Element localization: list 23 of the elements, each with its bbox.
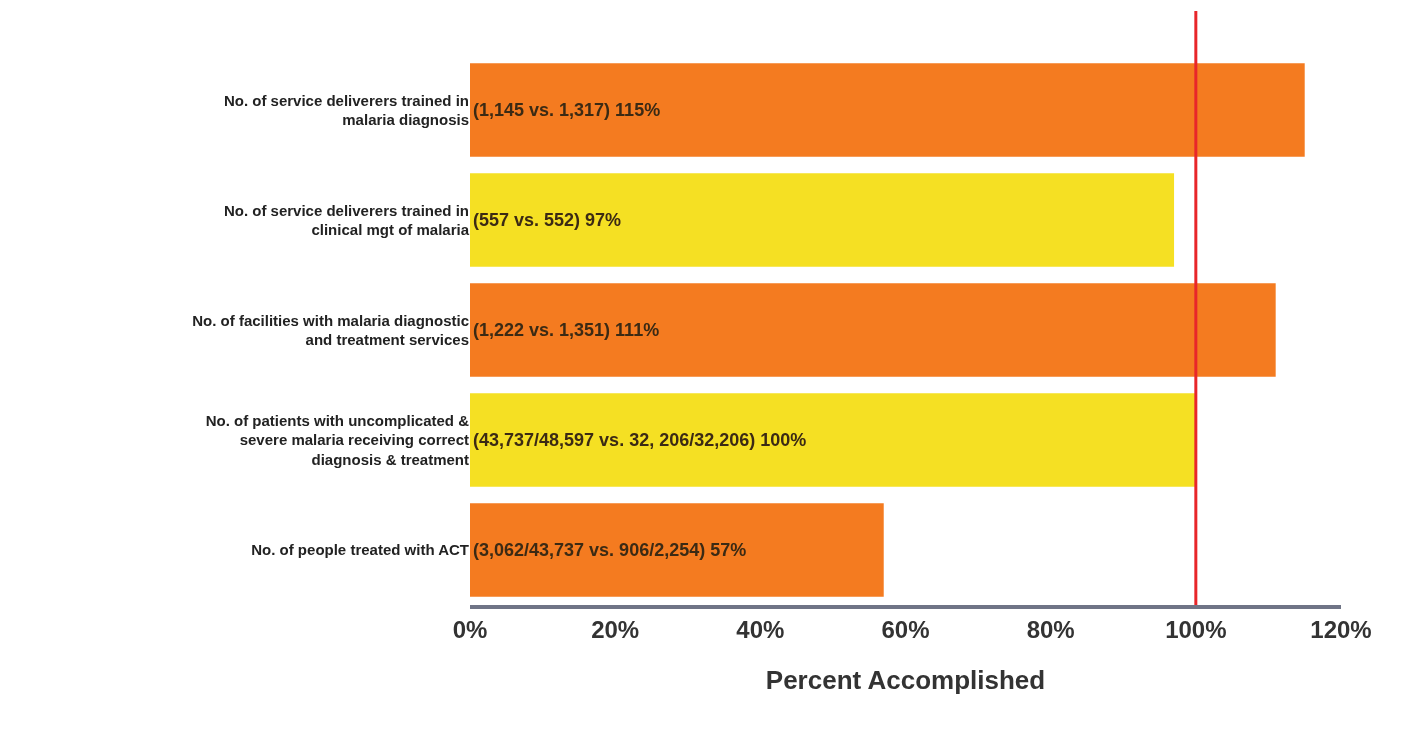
y-tick-label: No. of service deliverers trained in clinical mgt of malaria bbox=[223, 201, 470, 238]
data-label: (557 vs. 552) 97% bbox=[473, 210, 622, 230]
y-tick-label: No. of service deliverers trained in malaria diagnosis bbox=[223, 91, 469, 128]
bar bbox=[470, 283, 1276, 377]
bar bbox=[470, 63, 1305, 157]
data-label: (1,222 vs. 1,351) 111% bbox=[473, 320, 660, 340]
x-tick-label: 20% bbox=[591, 615, 640, 643]
bar bbox=[470, 393, 1196, 487]
x-tick-label: 80% bbox=[1026, 615, 1075, 643]
y-tick-label: No. of patients with uncomplicated & severe malaria receiving correct diagnosis & treatment bbox=[205, 411, 470, 468]
x-tick-label: 120% bbox=[1310, 615, 1372, 643]
x-tick-label: 40% bbox=[736, 615, 785, 643]
data-label: (1,145 vs. 1,317) 115% bbox=[473, 100, 661, 120]
y-tick-label: No. of facilities with malaria diagnostic and treatment services bbox=[192, 311, 469, 348]
x-tick-label: 60% bbox=[881, 615, 930, 643]
data-label: (43,737/48,597 vs. 32, 206/32,206) 100% bbox=[473, 430, 807, 450]
bar bbox=[470, 173, 1175, 267]
bar bbox=[470, 503, 884, 597]
x-tick-label: 100% bbox=[1165, 615, 1227, 643]
x-axis-title: Percent Accomplished bbox=[765, 665, 1046, 695]
data-label: (3,062/43,737 vs. 906/2,254) 57% bbox=[473, 540, 747, 560]
y-tick-label: No. of people treated with ACT bbox=[251, 541, 469, 559]
x-tick-label: 0% bbox=[452, 615, 488, 643]
